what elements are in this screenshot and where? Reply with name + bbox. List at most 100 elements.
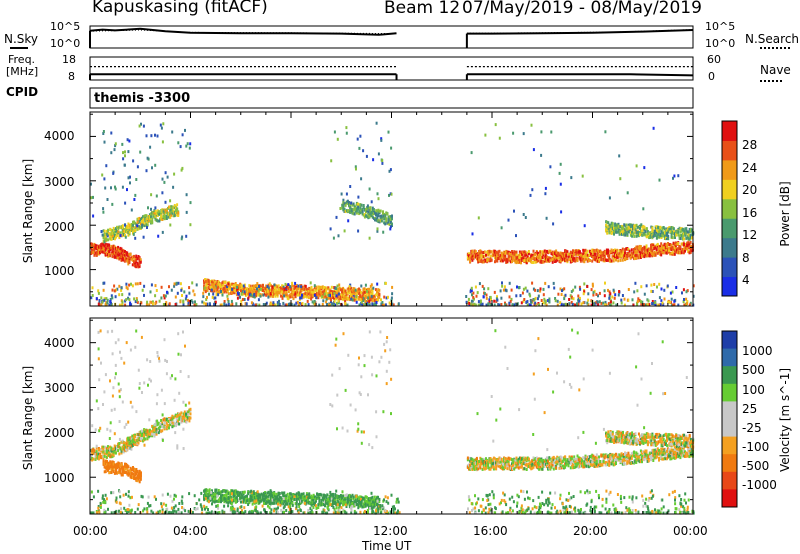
power-cell	[597, 294, 599, 298]
power-cell	[388, 215, 391, 219]
power-cell	[678, 251, 681, 255]
velocity-cell	[128, 469, 131, 473]
power-cell	[513, 252, 516, 256]
velocity-cell	[156, 421, 159, 425]
velocity-cell	[231, 500, 234, 504]
power-cell	[270, 288, 273, 292]
power-cell	[634, 251, 637, 254]
power-cell	[584, 258, 587, 261]
velocity-cell	[188, 409, 191, 413]
power-cell	[604, 252, 607, 256]
power-cell	[551, 250, 554, 254]
power-cell	[581, 253, 584, 257]
power-cell	[114, 142, 117, 146]
power-cell	[288, 303, 290, 306]
power-cell	[639, 252, 642, 256]
power-cell	[493, 290, 496, 294]
power-cell	[655, 235, 658, 239]
power-cell	[103, 281, 106, 285]
power-cell	[164, 294, 167, 298]
power-cell	[652, 302, 655, 306]
power-cell	[110, 251, 113, 255]
power-cell	[255, 284, 258, 288]
power-cell	[221, 291, 224, 295]
power-cell	[555, 251, 558, 255]
power-cell	[615, 249, 617, 253]
power-cell	[255, 291, 258, 295]
power-cell	[362, 204, 365, 207]
power-cell	[99, 251, 101, 254]
power-cell	[256, 287, 258, 291]
power-cell	[375, 217, 378, 221]
power-cell	[594, 254, 597, 258]
velocity-cell	[212, 494, 215, 498]
cpid-label: CPID	[6, 85, 39, 99]
velocity-cell	[137, 475, 140, 479]
power-cell	[120, 247, 123, 251]
power-cell	[146, 156, 149, 160]
power-cell	[272, 290, 274, 294]
time-tick: 04:00	[173, 524, 208, 538]
power-cell	[252, 291, 255, 295]
power-cell	[215, 287, 218, 291]
power-cell	[103, 232, 106, 236]
velocity-cell	[223, 496, 226, 500]
power-cell	[637, 256, 640, 260]
power-cell	[513, 209, 515, 213]
power-cell	[618, 154, 621, 158]
power-cell	[97, 249, 100, 253]
power-cell	[518, 252, 521, 256]
power-cell	[378, 209, 381, 213]
power-cell	[171, 209, 174, 213]
power-cell	[646, 251, 649, 255]
power-cell	[383, 212, 386, 216]
power-cell	[273, 292, 276, 296]
power-cell	[484, 133, 487, 137]
power-cell	[671, 236, 674, 240]
power-cell	[335, 294, 338, 298]
power-cell	[133, 254, 135, 258]
power-cell	[622, 255, 625, 259]
power-cell	[372, 212, 375, 216]
power-cell	[686, 300, 689, 304]
power-cell	[674, 236, 676, 239]
velocity-ytick: 1000	[44, 471, 75, 485]
power-cell	[668, 227, 671, 231]
power-cell	[333, 299, 336, 303]
power-cell	[109, 235, 112, 239]
velocity-cell	[130, 439, 133, 442]
power-cell	[332, 296, 334, 300]
power-cell	[544, 257, 547, 261]
power-cell	[121, 293, 124, 297]
power-cell	[577, 294, 580, 298]
power-cell	[371, 215, 374, 219]
power-cell	[94, 251, 97, 255]
power-cell	[657, 226, 660, 230]
velocity-cell	[122, 450, 125, 454]
power-cell	[118, 251, 121, 255]
power-cell	[232, 290, 235, 294]
power-cell	[679, 245, 682, 249]
velocity-cell	[99, 454, 101, 458]
power-cell	[334, 303, 337, 307]
power-cell	[568, 257, 571, 261]
power-cell	[579, 287, 582, 291]
power-cell	[665, 229, 667, 233]
power-cell	[531, 299, 534, 303]
power-cell	[102, 245, 105, 249]
power-cell	[125, 257, 127, 261]
power-cell	[117, 256, 120, 260]
power-cell	[681, 248, 684, 251]
power-cell	[501, 281, 503, 285]
velocity-cell	[102, 445, 105, 449]
velocity-cell	[216, 491, 219, 495]
power-cell	[188, 291, 191, 295]
velocity-cell	[247, 492, 250, 496]
power-cell	[138, 216, 141, 220]
velocity-cell	[117, 471, 120, 474]
power-cell	[164, 210, 167, 214]
power-cell	[129, 223, 132, 227]
power-cell	[637, 225, 640, 229]
power-cell	[114, 246, 117, 250]
power-cell	[107, 247, 109, 250]
